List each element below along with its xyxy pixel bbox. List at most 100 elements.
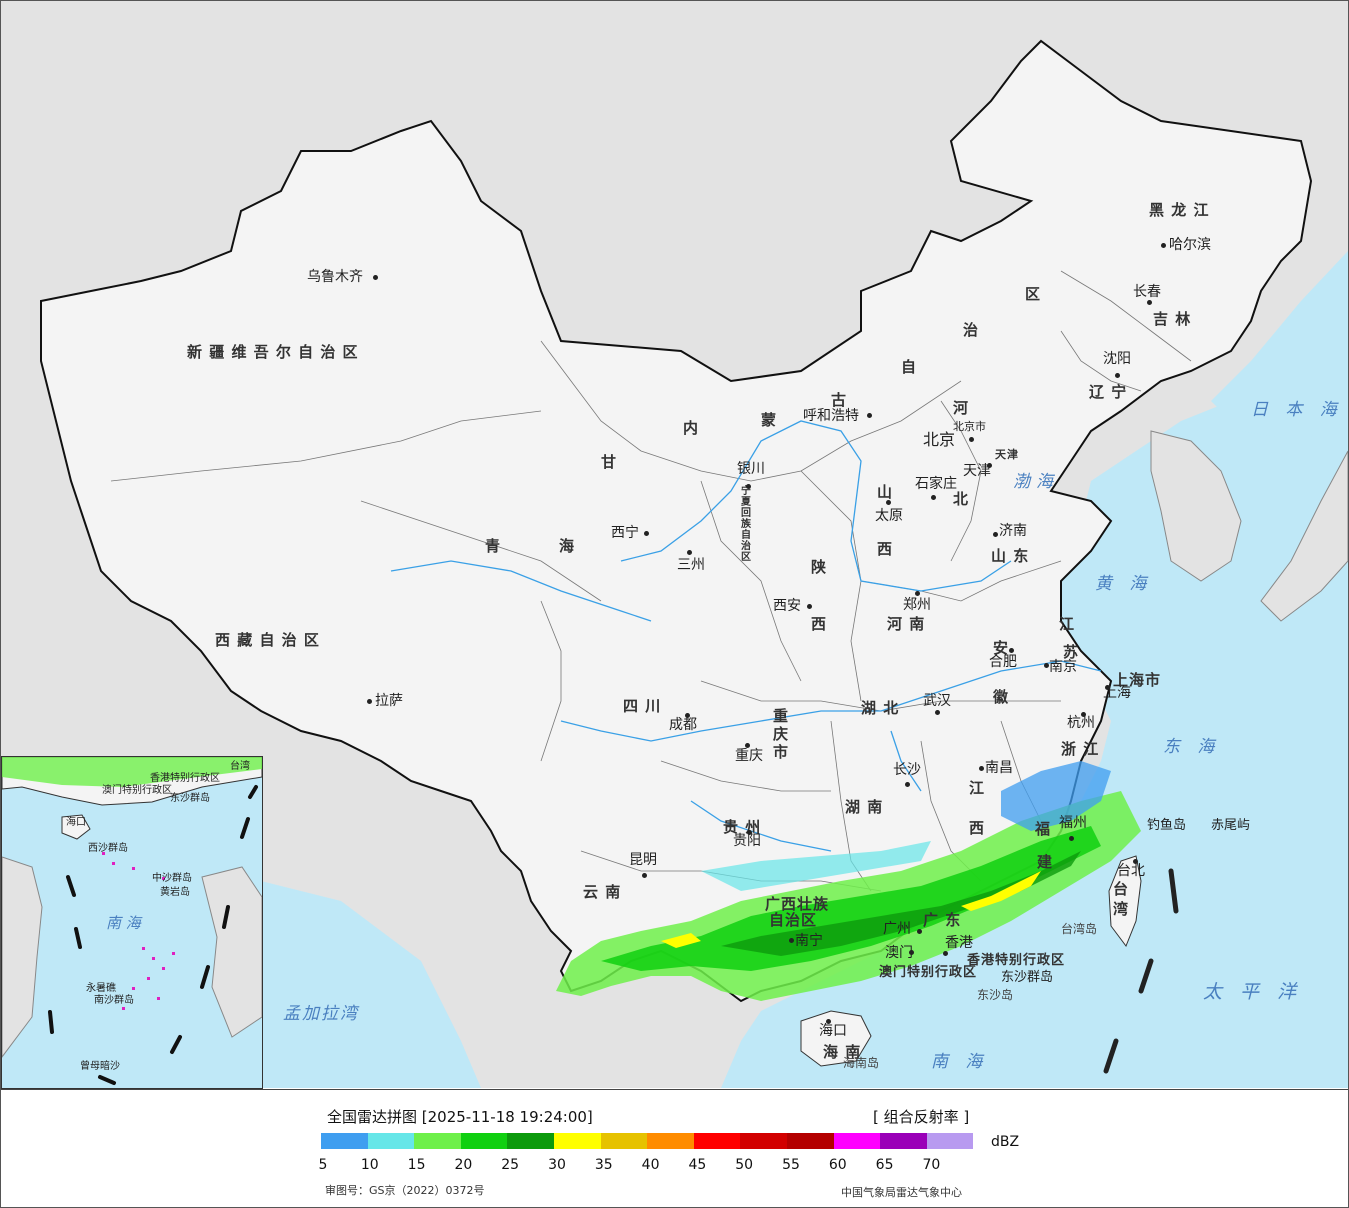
city-shijiazhuang: 石家庄 — [915, 476, 957, 492]
city-wuhan: 武汉 — [923, 693, 951, 709]
region-shanghai: 上海市 — [1113, 671, 1162, 689]
inset-zengmu-label: 曾母暗沙 — [80, 1061, 120, 1072]
inset-nanhai-label: 南 海 — [106, 914, 141, 932]
scale-swatch-2 — [414, 1133, 461, 1149]
sea-bengal: 孟加拉湾 — [283, 1004, 359, 1024]
sea-pacific: 太 平 洋 — [1203, 981, 1303, 1003]
inset-maritime-lines — [48, 785, 258, 1085]
city-taibei: 台北 — [1117, 863, 1145, 879]
island-diaoyu: 钓鱼岛 — [1147, 818, 1187, 833]
china-land — [40, 39, 1313, 1003]
city-xining: 西宁 — [611, 525, 639, 541]
scale-swatch-4 — [507, 1133, 554, 1149]
city-yinchuan: 银川 — [737, 461, 765, 477]
city-dot-guiyang — [747, 830, 752, 835]
legend-product: [ 组合反射率 ] — [873, 1108, 970, 1126]
region-henan: 河 南 — [887, 615, 926, 633]
city-dot-tianjin — [987, 463, 992, 468]
region-qinghai-b: 海 — [559, 537, 576, 555]
city-dot-shijiazhuang — [931, 495, 936, 500]
city-dot-nanchang — [979, 766, 984, 771]
scale-swatch-8 — [693, 1133, 741, 1149]
radar-echoes — [556, 761, 1141, 1001]
region-shanxi-shan: 山 — [877, 483, 894, 501]
scale-tick-50: 50 — [735, 1157, 754, 1173]
city-dot-hefei — [1009, 648, 1014, 653]
scale-swatch-13 — [926, 1133, 974, 1149]
city-guiyang: 贵阳 — [733, 833, 761, 849]
island-taiwandao: 台湾岛 — [1061, 922, 1098, 936]
inset-haikou-label: 海口 — [66, 817, 86, 828]
scale-swatch-6 — [600, 1133, 648, 1149]
city-dot-hongkong — [943, 951, 948, 956]
city-changchun: 长春 — [1133, 284, 1161, 300]
region-taiwan: 台湾 — [1113, 880, 1130, 918]
island-dongsha: 东沙群岛 — [1001, 970, 1054, 985]
scale-tick-40: 40 — [641, 1157, 660, 1173]
city-dot-wuhan — [935, 710, 940, 715]
city-huhehaote: 呼和浩特 — [803, 408, 859, 424]
hainan-island — [800, 1010, 872, 1067]
city-dot-changchun — [1147, 300, 1152, 305]
inset-radar-echo — [2, 757, 262, 787]
city-dot-kunming — [642, 873, 647, 878]
region-neimenggu-nei: 内 — [683, 419, 700, 437]
region-jiangsu-b: 苏 — [1063, 643, 1080, 661]
region-jilin: 吉 林 — [1153, 310, 1192, 328]
region-tianjin: 天津 — [995, 448, 1019, 461]
island-hainandao: 海南岛 — [843, 1056, 880, 1070]
region-jiangsu-a: 江 — [1059, 615, 1076, 633]
inset-indochina — [2, 856, 43, 1058]
city-dot-lanzhou — [687, 550, 692, 555]
scale-tick-55: 55 — [782, 1157, 800, 1173]
city-dot-huhehaote — [867, 413, 872, 418]
region-neimenggu-zhi: 治 — [963, 321, 980, 339]
scale-tick-30: 30 — [548, 1157, 566, 1173]
inset-huangyan-label: 黄岩岛 — [160, 887, 190, 898]
sea-japan: 日 本 海 — [1251, 400, 1343, 420]
region-anhui-a: 安 — [993, 639, 1010, 657]
inset-canvas — [2, 757, 262, 1085]
inset-hainan — [61, 814, 91, 840]
scale-swatch-10 — [786, 1133, 834, 1149]
region-hebei-bei: 北 — [953, 490, 970, 508]
scale-swatch-5 — [553, 1133, 601, 1149]
inset-nansha-label: 南沙群岛 — [94, 995, 134, 1006]
inset-dongsha-label: 东沙群岛 — [170, 793, 210, 804]
island-dongshadao: 东沙岛 — [977, 988, 1014, 1002]
scale-tick-60: 60 — [828, 1157, 847, 1173]
city-nanchang: 南昌 — [985, 760, 1013, 776]
city-shenyang: 沈阳 — [1103, 351, 1131, 367]
city-hangzhou: 杭州 — [1067, 715, 1095, 731]
city-dot-shanghai — [1105, 685, 1110, 690]
region-fujian-a: 福 — [1035, 820, 1052, 838]
scale-swatch-1 — [367, 1133, 415, 1149]
inset-hk-label: 香港特别行政区 — [150, 773, 220, 784]
scale-swatch-9 — [740, 1133, 787, 1149]
city-harbin: 哈尔滨 — [1169, 237, 1211, 253]
city-dot-fuzhou — [1069, 836, 1074, 841]
city-zhengzhou: 郑州 — [903, 597, 931, 613]
region-xizang: 西 藏 自 治 区 — [215, 631, 320, 649]
city-dot-zhengzhou — [915, 591, 920, 596]
city-lanzhou: 三州 — [677, 557, 705, 573]
city-dot-lhasa — [367, 699, 372, 704]
city-kunming: 昆明 — [629, 852, 657, 868]
province-boundaries — [110, 270, 1192, 892]
scale-tick-35: 35 — [594, 1157, 613, 1173]
region-neimenggu-qu: 区 — [1025, 285, 1042, 303]
city-macau: 澳门 — [885, 945, 913, 961]
region-chongqing: 重庆市 — [773, 707, 790, 761]
city-dot-chongqing — [745, 743, 750, 748]
south-china-sea-inset: 台湾 香港特别行政区 澳门特别行政区 东沙群岛 海口 西沙群岛 中沙群岛 黄岩岛… — [1, 756, 263, 1089]
city-fuzhou: 福州 — [1059, 815, 1087, 831]
region-hebei-he: 河 — [953, 399, 970, 417]
region-xinjiang: 新 疆 维 吾 尔 自 治 区 — [187, 343, 359, 361]
region-yunnan: 云 南 — [583, 883, 622, 901]
city-hongkong: 香港 — [945, 935, 973, 951]
inset-taiwan-label: 台湾 — [230, 761, 250, 772]
city-xian: 西安 — [773, 598, 801, 614]
city-dot-beijing — [969, 437, 974, 442]
region-gansu: 甘 — [601, 453, 618, 471]
